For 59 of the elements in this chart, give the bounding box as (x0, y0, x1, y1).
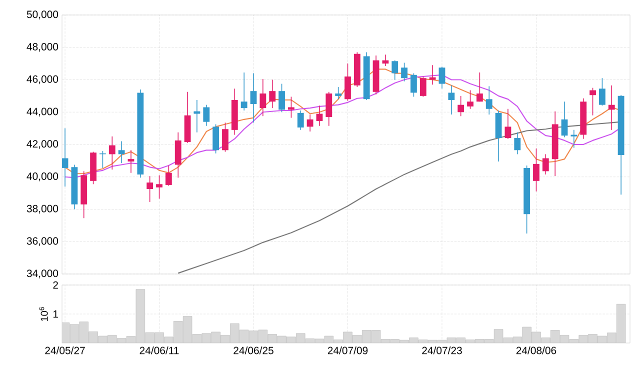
candlestick (608, 85, 615, 130)
candlestick (533, 148, 540, 192)
candlestick (250, 72, 257, 124)
candlestick (108, 136, 116, 170)
candlestick (458, 96, 464, 117)
candlestick (570, 130, 578, 148)
x-tick-label: 24/07/09 (328, 346, 368, 354)
y-tick-label: 48,000 (26, 43, 58, 52)
candlestick (420, 76, 426, 98)
y-tick-label: 46,000 (26, 75, 58, 84)
y-axis-title: 10$^{6}$ (39, 307, 48, 321)
candlestick (382, 54, 389, 66)
candlestick (222, 122, 228, 152)
candlestick (542, 154, 549, 175)
candlestick (260, 78, 266, 117)
candlestick (240, 72, 248, 111)
candlestick (306, 114, 314, 132)
y-tick-label: 2 (53, 281, 58, 289)
candlestick (297, 110, 304, 130)
candlestick (212, 124, 220, 154)
candlestick (467, 90, 474, 110)
y-tick-label: 34,000 (26, 270, 58, 278)
candlestick (590, 87, 596, 116)
x-tick-label: 24/05/27 (45, 346, 85, 354)
candlestick (335, 86, 342, 100)
candlestick (410, 72, 417, 98)
candlestick (278, 83, 285, 113)
candlestick (486, 86, 492, 115)
x-tick-label: 24/08/06 (516, 346, 556, 354)
candlestick (504, 108, 512, 140)
candlestick (561, 101, 568, 138)
candlestick (448, 85, 455, 115)
y-tick-label: 42,000 (26, 140, 58, 149)
candlestick (476, 72, 483, 102)
candlestick (344, 63, 351, 102)
candlestick (316, 105, 323, 126)
candlestick (146, 176, 154, 202)
candlestick (62, 128, 68, 187)
x-tick-label: 24/07/23 (422, 346, 462, 354)
candlestick (599, 78, 606, 106)
candlestick (156, 174, 162, 200)
y-tick-label: 44,000 (26, 108, 58, 116)
y-tick-label: 38,000 (26, 204, 58, 214)
y-tick-label: 1 (53, 310, 58, 318)
candlestick (128, 150, 134, 174)
candlestick (438, 66, 446, 90)
candlestick (118, 140, 125, 164)
candlestick (514, 132, 521, 155)
x-tick-label: 24/06/25 (234, 346, 274, 354)
candlestick (165, 165, 172, 186)
y-tick-label: 36,000 (26, 237, 58, 246)
candlestick (269, 79, 276, 108)
candlestick (326, 91, 332, 126)
candlestick (203, 104, 210, 126)
candlestick (401, 62, 408, 82)
candlestick (392, 60, 398, 80)
y-tick-label: 50,000 (26, 10, 58, 20)
y-tick-label: 40,000 (26, 172, 58, 182)
x-tick-label: 24/06/11 (140, 346, 179, 354)
